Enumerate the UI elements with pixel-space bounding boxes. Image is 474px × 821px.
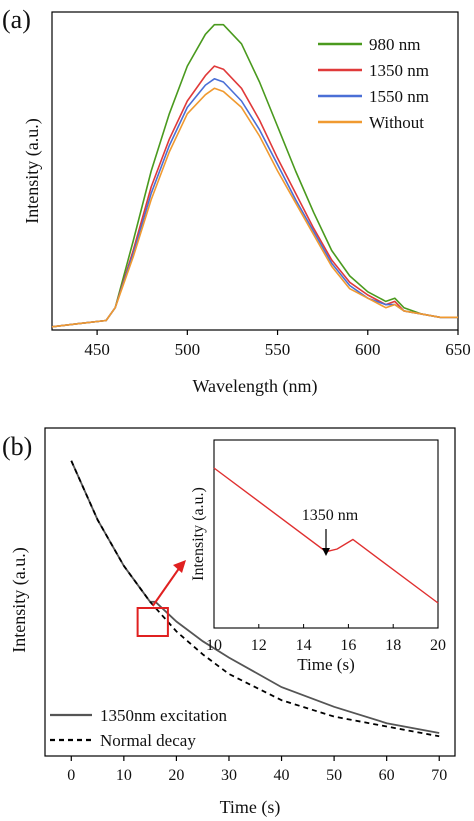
- x-tick-label: 60: [379, 767, 395, 784]
- x-tick-label: 40: [274, 767, 290, 784]
- x-tick-label: 600: [355, 340, 381, 359]
- x-axis-title: Wavelength (nm): [192, 376, 317, 397]
- x-tick-label: 70: [431, 767, 447, 784]
- highlight-annotation: [136, 560, 186, 637]
- inset-chart: 10 12 14 16 18 20 Time (s) Intensity (a.u.) 1350…: [190, 439, 446, 674]
- x-tick-label: 30: [221, 767, 237, 784]
- inset-annotation-arrowhead: [322, 548, 330, 556]
- highlight-box: [136, 607, 169, 637]
- plot-frame: [44, 427, 456, 757]
- y-axis-title: Intensity (a.u.): [22, 118, 43, 223]
- plot-frame: [51, 11, 459, 331]
- legend-label: Normal decay: [100, 731, 196, 750]
- legend-label: 980 nm: [369, 35, 420, 54]
- legend-label: 1350nm excitation: [100, 706, 228, 725]
- emission-spectra-chart: 450 500 550 600 650 Wavelength (nm) Intensity …: [22, 11, 471, 397]
- x-tick-label: 550: [265, 340, 291, 359]
- inset-x-tick-label: 20: [430, 637, 446, 654]
- x-tick-label: 0: [67, 767, 75, 784]
- panel-b-label: (b): [2, 432, 32, 461]
- x-tick-label: 50: [326, 767, 342, 784]
- x-axis-title: Time (s): [220, 797, 281, 818]
- legend-label: 1550 nm: [369, 87, 429, 106]
- series-line: [51, 87, 458, 328]
- series-line: [70, 460, 440, 738]
- inset-x-tick-label: 18: [385, 637, 401, 654]
- inset-x-axis-title: Time (s): [297, 655, 354, 674]
- inset-x-tick-label: 16: [340, 637, 356, 654]
- panel-a-label: (a): [2, 5, 31, 34]
- legend-label: 1350 nm: [369, 61, 429, 80]
- inset-x-tick-label: 10: [206, 637, 222, 654]
- inset-series-line: [213, 467, 439, 604]
- y-axis-title: Intensity (a.u.): [9, 547, 30, 652]
- x-tick-label: 450: [84, 340, 110, 359]
- series-line: [51, 65, 458, 328]
- highlight-arrow: [151, 566, 181, 607]
- x-tick-label: 20: [168, 767, 184, 784]
- inset-x-tick-label: 14: [296, 637, 312, 654]
- legend-label: Without: [369, 113, 424, 132]
- highlight-arrowhead: [173, 560, 186, 573]
- inset-annotation: 1350 nm: [302, 507, 359, 524]
- x-tick-label: 650: [445, 340, 471, 359]
- x-tick-label: 500: [175, 340, 201, 359]
- x-tick-label: 10: [116, 767, 132, 784]
- inset-y-axis-title: Intensity (a.u.): [190, 487, 207, 581]
- inset-x-tick-label: 12: [251, 637, 267, 654]
- series-line: [51, 23, 458, 328]
